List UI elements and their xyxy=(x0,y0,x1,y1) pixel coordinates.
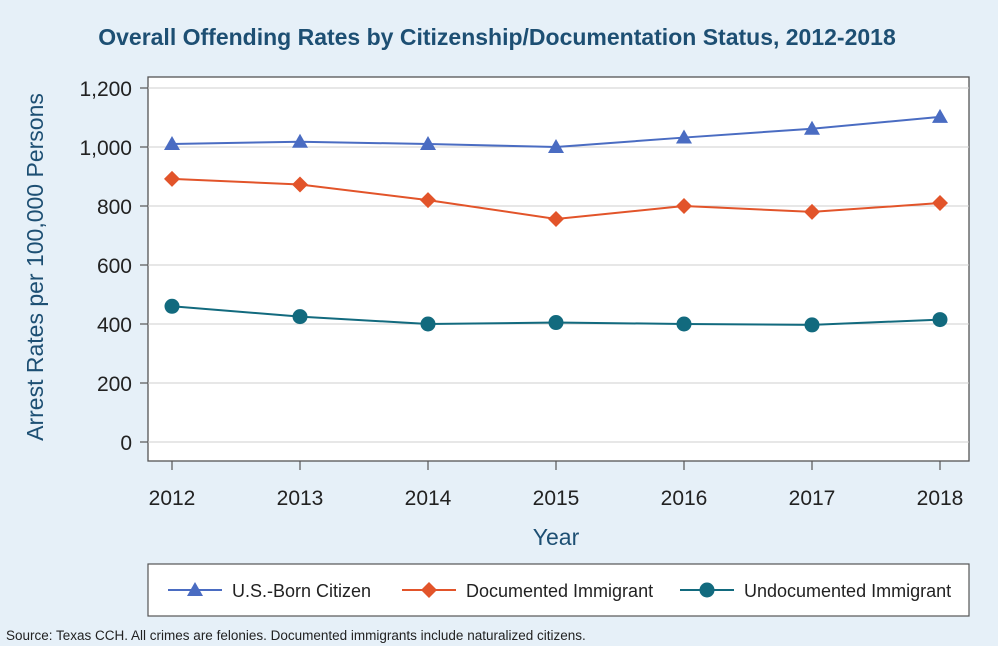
series-circle xyxy=(164,298,948,333)
data-point xyxy=(292,309,308,325)
data-point xyxy=(164,298,180,314)
data-point xyxy=(804,203,820,220)
data-point xyxy=(932,108,948,123)
legend-item: Documented Immigrant xyxy=(402,581,653,601)
x-tick-label: 2016 xyxy=(661,487,708,510)
legend-item: U.S.-Born Citizen xyxy=(168,581,371,601)
data-point xyxy=(420,136,436,151)
legend: U.S.-Born Citizen Documented Immigrant Und… xyxy=(147,563,970,617)
data-point xyxy=(164,136,180,151)
data-point xyxy=(548,315,564,331)
x-tick-label: 2012 xyxy=(149,487,196,510)
data-point xyxy=(932,195,948,212)
data-point xyxy=(548,210,564,227)
x-tick-label: 2015 xyxy=(533,487,580,510)
data-point xyxy=(164,170,180,187)
data-point xyxy=(548,139,564,153)
legend-marker xyxy=(699,582,715,598)
series-layer xyxy=(164,108,948,333)
data-point xyxy=(420,316,436,332)
data-point xyxy=(676,198,692,214)
y-tick-label: 0 xyxy=(120,432,132,455)
x-tick-label: 2013 xyxy=(277,487,324,510)
y-tick-label: 1,000 xyxy=(79,137,132,160)
plot-area xyxy=(147,76,970,462)
source-note: Source: Texas CCH. All crimes are feloni… xyxy=(6,628,586,643)
x-tick-label: 2014 xyxy=(405,487,452,510)
data-point xyxy=(676,129,692,144)
x-axis: 2012 2013 2014 2015 2016 2017 2018 xyxy=(149,461,964,510)
legend-label: Undocumented Immigrant xyxy=(744,581,951,601)
legend-label: U.S.-Born Citizen xyxy=(232,581,371,601)
y-tick-label: 800 xyxy=(97,196,132,219)
series-triangle xyxy=(164,108,948,153)
x-tick-label: 2017 xyxy=(789,487,836,510)
legend-box xyxy=(147,563,970,617)
y-tick-label: 400 xyxy=(97,314,132,337)
data-point xyxy=(804,317,820,333)
chart-title: Overall Offending Rates by Citizenship/D… xyxy=(98,24,896,50)
data-point xyxy=(676,316,692,332)
legend-marker xyxy=(421,582,437,598)
legend-marker xyxy=(187,582,203,596)
data-point xyxy=(420,192,436,209)
x-axis-title: Year xyxy=(533,524,580,550)
data-point xyxy=(804,120,820,135)
y-tick-label: 200 xyxy=(97,373,132,396)
legend-item: Undocumented Immigrant xyxy=(680,581,951,601)
y-tick-label: 600 xyxy=(97,255,132,278)
y-axis-title: Arrest Rates per 100,000 Persons xyxy=(22,93,48,441)
legend-label: Documented Immigrant xyxy=(466,581,653,601)
data-point xyxy=(932,312,948,328)
x-tick-label: 2018 xyxy=(917,487,964,510)
data-point xyxy=(292,133,308,148)
y-tick-label: 1,200 xyxy=(79,78,132,101)
series-diamond xyxy=(164,170,948,227)
y-axis: 0 200 400 600 800 1,000 1,200 xyxy=(79,78,148,455)
data-point xyxy=(292,176,308,193)
